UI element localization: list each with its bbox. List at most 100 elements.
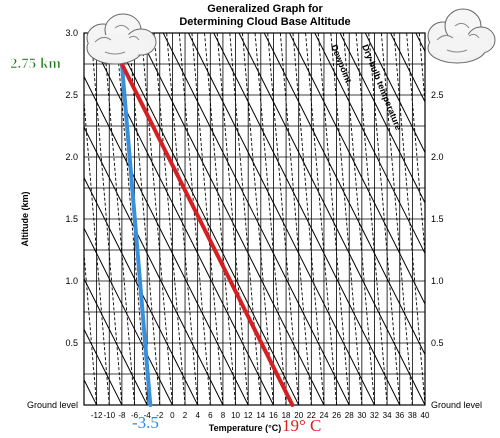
x-tick-label: 26 [332, 411, 341, 420]
dewpoint-line [292, 33, 325, 405]
x-tick-label: 30 [357, 411, 366, 420]
cloud-icon-right [427, 8, 496, 64]
dry-adiabat-line [364, 33, 425, 154]
dewpoint-line [166, 33, 199, 405]
x-tick-label: 38 [408, 411, 417, 420]
dewpoint-line [393, 33, 425, 405]
y-tick-label: 2.0 [65, 152, 78, 162]
dry-adiabat-line [84, 227, 173, 405]
x-tick-label: 16 [269, 411, 278, 420]
x-tick-label: 0 [170, 411, 175, 420]
dry-adiabat-line [238, 33, 425, 405]
x-tick-label: -12 [91, 411, 103, 420]
dewpoint-line [317, 33, 350, 405]
y-tick-label: 0.5 [65, 338, 78, 348]
x-tick-label: -8 [118, 411, 126, 420]
series-line [119, 62, 295, 407]
dewpoint-line [115, 33, 148, 405]
dewpoint-line [191, 33, 224, 405]
dewpoint-line [254, 33, 287, 405]
dewpoint-line [216, 33, 249, 405]
y-tick-label-right: Ground level [431, 400, 482, 410]
dry-adiabat-line [84, 328, 123, 405]
x-tick-label: -6 [131, 411, 139, 420]
y-tick-label-right: 1.0 [431, 276, 444, 286]
dry-adiabat-line [390, 33, 425, 104]
dry-adiabat-line [0, 33, 71, 405]
x-tick-label: 4 [195, 411, 200, 420]
y-tick-label-right: 2.0 [431, 152, 444, 162]
dry-adiabat-line [86, 33, 274, 405]
dry-adiabat-line [162, 33, 350, 405]
dewpoint-line [140, 33, 173, 405]
x-tick-label: 40 [421, 411, 430, 420]
x-axis-label: Temperature (°C) [209, 423, 281, 433]
dewpoint-line [343, 33, 375, 405]
dewpoint-line [204, 33, 237, 405]
dewpoint-line [103, 33, 135, 405]
dry-adiabat-line [314, 33, 425, 255]
dewpoint-line [241, 33, 274, 405]
dewpoint-line [267, 33, 300, 405]
x-tick-label: 28 [345, 411, 354, 420]
dry-adiabat-line [84, 176, 199, 405]
adiabat-lines [0, 33, 425, 405]
dry-adiabat-line [84, 75, 249, 405]
dewpoint-line [229, 33, 262, 405]
x-tick-label: 8 [221, 411, 226, 420]
x-tick-label: 14 [256, 411, 265, 420]
x-tick-label: 18 [282, 411, 291, 420]
x-tick-label: 2 [183, 411, 188, 420]
x-tick-label: 10 [231, 411, 240, 420]
dry-adiabat-line [213, 33, 401, 405]
dewpoint-line [90, 33, 123, 405]
dewpoint-line [279, 33, 312, 405]
y-tick-label: Ground level [27, 400, 78, 410]
cloud-icon [86, 13, 157, 65]
dewpoint-line [406, 33, 425, 259]
dry-adiabat-line [112, 33, 300, 405]
dry-adiabat-line [84, 378, 98, 405]
x-tick-label: 12 [244, 411, 253, 420]
y-tick-label-right: 0.5 [431, 338, 444, 348]
data-series [119, 62, 295, 407]
y-tick-labels: Ground level 0.5 1.0 1.5 2.0 2.5 3.0 [27, 28, 78, 410]
y-tick-label: 1.5 [65, 214, 78, 224]
x-tick-label: 34 [383, 411, 392, 420]
dewpoint-line [368, 33, 401, 405]
x-tick-label: 22 [307, 411, 316, 420]
y-tick-label-right: 2.5 [431, 90, 444, 100]
dewpoint-line [153, 33, 186, 405]
x-tick-label: 6 [208, 411, 213, 420]
dewpoint-line [305, 33, 338, 405]
y-tick-label: 1.0 [65, 276, 78, 286]
y-axis-label: Altitude (km) [20, 191, 30, 246]
y-tick-label: 3.0 [65, 28, 78, 38]
plot-frame [83, 32, 426, 406]
y-tick-label-right: 1.5 [431, 214, 444, 224]
x-tick-label: -10 [103, 411, 115, 420]
series-line [119, 62, 153, 407]
x-tick-label: 20 [294, 411, 303, 420]
chart-title: Generalized Graph for [207, 3, 323, 15]
dewpoint-line [178, 33, 211, 405]
dewpoint-line [355, 33, 388, 405]
dewpoint-line [380, 33, 413, 405]
dry-adiabat-line [188, 33, 375, 405]
dry-adiabat-line [415, 33, 425, 53]
dewpoint-line [84, 96, 110, 405]
dewpoint-line [128, 33, 161, 405]
x-tick-labels: -12 -10 -8 -6 -4 -2 0 2 4 6 8 10 12 14 16 18 20 22 24 26 28 3… [91, 411, 430, 420]
chart-subtitle: Determining Cloud Base Altitude [179, 16, 350, 28]
dry-adiabat-line [137, 33, 325, 405]
cloud-base-callout: 2.75 km [10, 56, 61, 72]
dry-adiabat-line [289, 33, 425, 306]
dewpoint-line [330, 33, 363, 405]
dewpoint-start-callout: -3.5 [132, 413, 159, 432]
dry-adiabat-line [263, 33, 425, 356]
dry-adiabat-line [339, 33, 425, 205]
x-tick-label: -2 [156, 411, 164, 420]
dewpoint-line [84, 248, 98, 405]
